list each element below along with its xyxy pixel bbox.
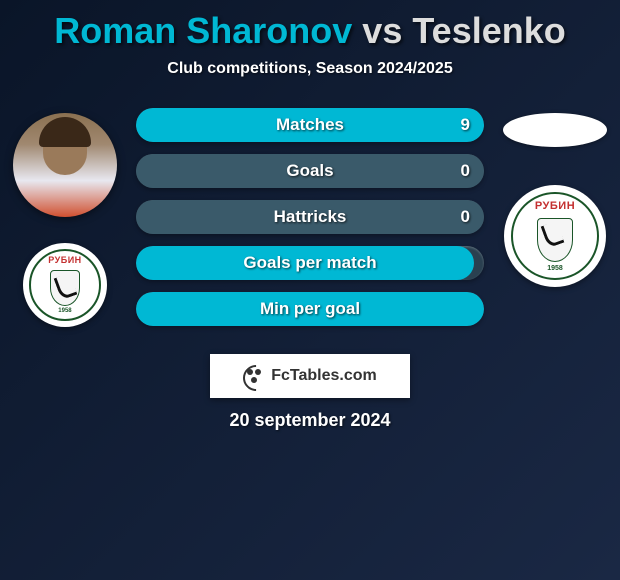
right-side: РУБИН 1958: [490, 108, 620, 287]
player2-avatar: [503, 113, 607, 147]
stat-label: Min per goal: [136, 299, 484, 319]
stat-row: Goals per match: [136, 246, 484, 280]
stat-label: Matches: [136, 115, 484, 135]
player2-name: Teslenko: [412, 10, 565, 51]
brand-badge[interactable]: FcTables.com: [210, 354, 410, 398]
left-side: РУБИН 1958: [0, 108, 130, 327]
subtitle: Club competitions, Season 2024/2025: [0, 60, 620, 78]
club-name: РУБИН: [48, 255, 81, 265]
player2-club-badge: РУБИН 1958: [504, 185, 606, 287]
stat-row: Goals0: [136, 154, 484, 188]
club-shield-icon: [537, 218, 573, 262]
page-title: Roman Sharonov vs Teslenko: [0, 10, 620, 52]
date-text: 20 september 2024: [0, 410, 620, 431]
stat-label: Hattricks: [136, 207, 484, 227]
player1-club-badge: РУБИН 1958: [23, 243, 107, 327]
player1-avatar: [13, 113, 117, 217]
player1-name: Roman Sharonov: [54, 10, 352, 51]
stat-value-right: 0: [461, 207, 470, 227]
fctables-icon: [243, 365, 265, 387]
stat-value-right: 0: [461, 161, 470, 181]
vs-text: vs: [362, 10, 402, 51]
stat-row: Hattricks0: [136, 200, 484, 234]
club-year: 1958: [547, 265, 563, 272]
stat-label: Goals: [136, 161, 484, 181]
stat-row: Matches9: [136, 108, 484, 142]
stat-value-right: 9: [461, 115, 470, 135]
brand-text: FcTables.com: [271, 367, 377, 385]
stat-label: Goals per match: [136, 253, 484, 273]
stats-area: Matches9Goals0Hattricks0Goals per matchM…: [130, 108, 490, 338]
club-year: 1958: [58, 308, 71, 314]
club-name: РУБИН: [535, 200, 575, 212]
club-shield-icon: [50, 270, 80, 306]
stat-row: Min per goal: [136, 292, 484, 326]
